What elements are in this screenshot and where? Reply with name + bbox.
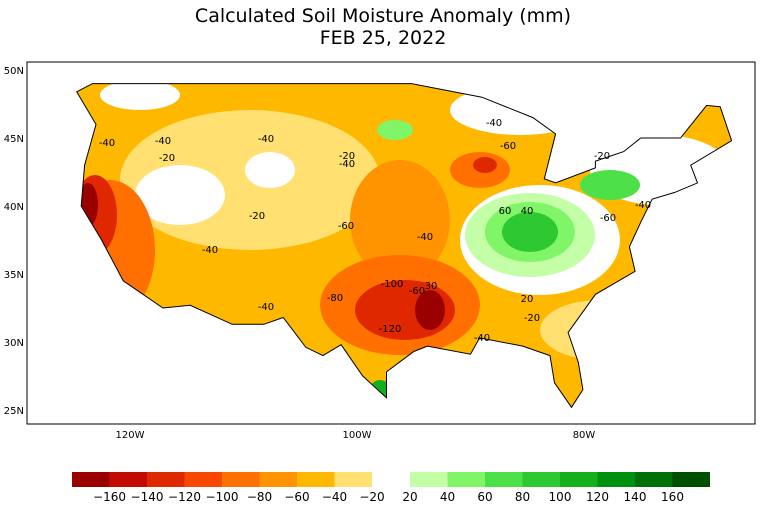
colorbar-swatch bbox=[184, 472, 222, 487]
lat-label: 50N bbox=[4, 66, 24, 77]
colorbar-swatch bbox=[447, 472, 485, 487]
lon-labels: 120W 100W 80W bbox=[116, 430, 596, 441]
lat-label: 30N bbox=[4, 338, 24, 349]
contour-labels: -40 -40 -20 -40 -20 -40 -40 -60 -20 60 4… bbox=[99, 118, 651, 344]
colorbar-label: 40 bbox=[440, 490, 455, 504]
contour-label: -120 bbox=[379, 324, 402, 335]
contour-label: -60 bbox=[409, 286, 425, 297]
colorbar-label: 160 bbox=[661, 490, 684, 504]
colorbar-swatch bbox=[147, 472, 185, 487]
lat-labels: 50N 45N 40N 35N 30N 25N bbox=[4, 66, 24, 417]
colorbar-swatch bbox=[410, 472, 448, 487]
lon-label: 120W bbox=[116, 430, 145, 441]
colorbar-label: −80 bbox=[247, 490, 272, 504]
colorbar-label: −100 bbox=[206, 490, 239, 504]
colorbar: −160 −140 −120 −100 −80 −60 −40 −20 20 40 60 80 100 1… bbox=[72, 472, 710, 504]
colorbar-label: −120 bbox=[168, 490, 201, 504]
colorbar-label: −20 bbox=[359, 490, 384, 504]
colorbar-swatch bbox=[297, 472, 335, 487]
colorbar-label: 120 bbox=[586, 490, 609, 504]
colorbar-swatch bbox=[597, 472, 635, 487]
colorbar-swatch bbox=[109, 472, 147, 487]
colorbar-swatch bbox=[635, 472, 673, 487]
contour-label: -40 bbox=[155, 136, 171, 147]
colorbar-swatch bbox=[522, 472, 560, 487]
colorbar-label: 140 bbox=[624, 490, 647, 504]
map-title: Calculated Soil Moisture Anomaly (mm) bbox=[195, 5, 571, 27]
colorbar-label: 100 bbox=[549, 490, 572, 504]
contour-label: -40 bbox=[258, 134, 274, 145]
colorbar-label: −60 bbox=[284, 490, 309, 504]
lat-label: 35N bbox=[4, 270, 24, 281]
contour-label: -60 bbox=[600, 213, 616, 224]
colorbar-swatch bbox=[672, 472, 710, 487]
colorbar-label: −140 bbox=[131, 490, 164, 504]
colorbar-label: −160 bbox=[93, 490, 126, 504]
contour-label: -40 bbox=[417, 232, 433, 243]
contour-label: -80 bbox=[327, 293, 343, 304]
contour-label: -40 bbox=[474, 333, 490, 344]
contour-label: -20 bbox=[159, 153, 175, 164]
contour-label: 40 bbox=[521, 206, 534, 217]
contour-label: -20 bbox=[339, 151, 355, 162]
contour-label: -40 bbox=[486, 118, 502, 129]
contour-label: -40 bbox=[258, 302, 274, 313]
contour-label: -100 bbox=[381, 279, 404, 290]
contour-label: -20 bbox=[524, 313, 540, 324]
colorbar-label: 60 bbox=[477, 490, 492, 504]
colorbar-swatch bbox=[485, 472, 523, 487]
contour-label: -60 bbox=[500, 141, 516, 152]
contour-label: -40 bbox=[635, 200, 651, 211]
contour-label: 20 bbox=[521, 294, 534, 305]
colorbar-label: 80 bbox=[515, 490, 530, 504]
colorbar-label: −40 bbox=[322, 490, 347, 504]
contour-label: -40 bbox=[99, 138, 115, 149]
lon-label: 100W bbox=[343, 430, 372, 441]
contour-label: -20 bbox=[594, 151, 610, 162]
lon-label: 80W bbox=[573, 430, 596, 441]
colorbar-swatch bbox=[72, 472, 110, 487]
map-date: FEB 25, 2022 bbox=[320, 27, 447, 49]
contour-label: 60 bbox=[499, 206, 512, 217]
lat-label: 25N bbox=[4, 406, 24, 417]
colorbar-swatch bbox=[259, 472, 297, 487]
lat-label: 40N bbox=[4, 202, 24, 213]
colorbar-label: 20 bbox=[402, 490, 417, 504]
colorbar-swatch bbox=[222, 472, 260, 487]
colorbar-swatch bbox=[560, 472, 598, 487]
lat-label: 45N bbox=[4, 134, 24, 145]
contour-label: 30 bbox=[425, 281, 438, 292]
contour-label: -20 bbox=[249, 211, 265, 222]
contour-label: -40 bbox=[202, 245, 218, 256]
colorbar-swatch bbox=[334, 472, 372, 487]
contour-label: -60 bbox=[338, 221, 354, 232]
contour-label: -40 bbox=[339, 159, 355, 170]
